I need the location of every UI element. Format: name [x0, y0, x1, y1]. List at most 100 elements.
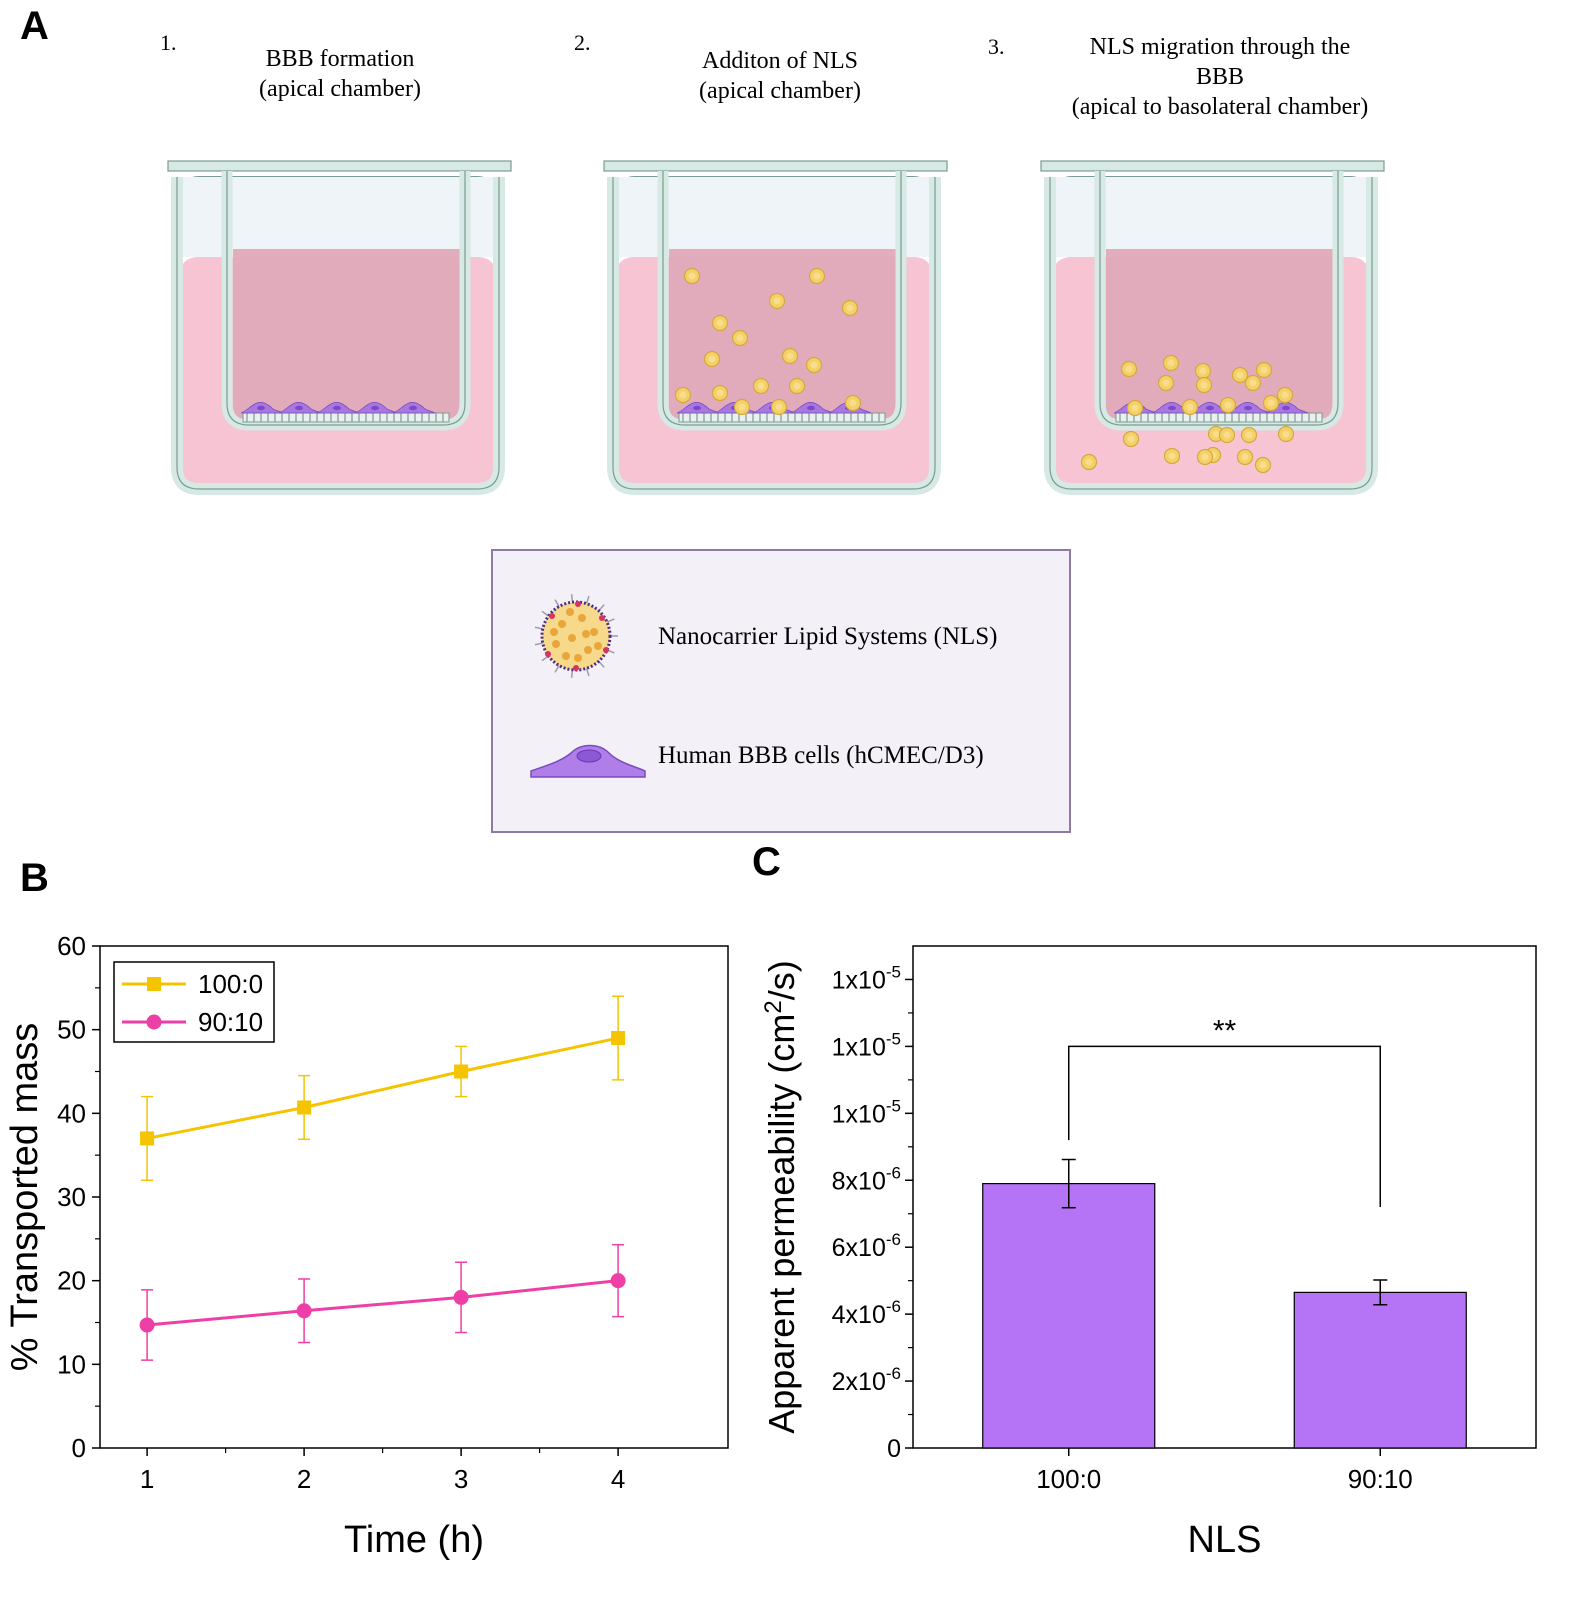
outer-well-outline: [1049, 177, 1373, 490]
x-tick-label: 2: [297, 1464, 311, 1494]
lipid-droplet: [550, 628, 558, 636]
legend-swatch-marker: [147, 977, 161, 991]
y-tick-label: 20: [57, 1266, 86, 1296]
bbb-cell-nucleus: [257, 405, 265, 411]
step-2-number: 2.: [574, 30, 591, 55]
surface-ligand: [575, 601, 581, 607]
nls-particle-core: [1224, 401, 1232, 409]
nls-particle-core: [738, 403, 746, 411]
step-3-line-1: NLS migration through the: [1089, 34, 1351, 60]
lipid-droplet: [578, 614, 586, 622]
nls-particle-core: [708, 355, 716, 363]
y-tick-label: 4x10-6: [832, 1297, 901, 1329]
nls-particle-core: [1259, 461, 1267, 469]
well-rim: [603, 160, 948, 172]
peg-chain: [534, 642, 543, 646]
series-b: [139, 1243, 626, 1361]
legend-frame: [113, 961, 275, 1043]
membrane-strip: [1115, 412, 1323, 423]
y-tick-label: 10: [57, 1349, 86, 1379]
peg-chain: [606, 618, 615, 623]
porous-membrane: [678, 412, 886, 423]
porous-membrane: [242, 412, 450, 423]
lipid-droplet: [568, 634, 576, 642]
lipid-droplet: [558, 620, 566, 628]
data-point: [610, 1273, 626, 1289]
y-tick-label: 1x10-5: [832, 962, 901, 994]
nls-particle-core: [716, 389, 724, 397]
insert-outline: [662, 171, 902, 426]
x-axis-label: Time (h): [344, 1519, 484, 1561]
y-axis-label: % Transported mass: [4, 1023, 46, 1371]
bbb-cell-nucleus: [333, 405, 341, 411]
step-2-line-1: Additon of NLS: [702, 48, 858, 74]
bbb-cell-icon: [530, 744, 646, 778]
insert-outline: [226, 171, 466, 426]
data-point: [297, 1100, 312, 1115]
lipid-droplet: [594, 642, 602, 650]
bbb-cell-nucleus: [1282, 405, 1290, 411]
bbb-cell-nucleus: [807, 405, 815, 411]
nls-particle-core: [1282, 430, 1290, 438]
step-3-line-2: BBB: [1195, 64, 1245, 90]
y-tick-label: 1x10-5: [832, 1029, 901, 1061]
legend-cells-label: Human BBB cells (hCMEC/D3): [658, 742, 984, 769]
step-3-title: NLS migration through the BBB (apical to…: [1030, 32, 1410, 122]
nls-particle-core: [846, 304, 854, 312]
y-tick-label: 8x10-6: [832, 1163, 901, 1195]
nls-particle-core: [736, 334, 744, 342]
well-rim: [167, 160, 512, 172]
step-1-line-2: (apical chamber): [259, 76, 421, 102]
lipid-droplet: [574, 654, 582, 662]
chart-legend: 100:0 90:10: [113, 961, 275, 1043]
insert-outline: [1099, 171, 1339, 426]
nls-particle-core: [1168, 452, 1176, 460]
y-tick-label: 40: [57, 1098, 86, 1128]
nls-particle-core: [1245, 431, 1253, 439]
nls-particle-core: [1085, 458, 1093, 466]
step-2-line-2: (apical chamber): [699, 78, 861, 104]
nls-particle-core: [1236, 371, 1244, 379]
peg-chain: [554, 665, 560, 673]
x-tick-label: 1: [140, 1464, 154, 1494]
series-line: [146, 1036, 619, 1140]
porous-membrane: [1115, 412, 1323, 423]
lipid-droplet: [562, 652, 570, 660]
apical-medium: [669, 249, 897, 421]
y-tick-label: 6x10-6: [832, 1230, 901, 1262]
nls-particle-core: [688, 272, 696, 280]
nls-particle-core: [813, 272, 821, 280]
y-tick-label: 0: [887, 1435, 901, 1463]
nls-particle-core: [1223, 431, 1231, 439]
transwell-illustrations: [167, 160, 1385, 495]
data-point: [140, 1131, 155, 1146]
bar: [982, 1183, 1156, 1449]
y-tick-label: 0: [72, 1433, 86, 1463]
y-tick-label: 50: [57, 1015, 86, 1045]
panel-b-letter: B: [20, 856, 49, 900]
lipid-droplet: [566, 608, 574, 616]
nls-particle-core: [1127, 435, 1135, 443]
lipid-droplet: [582, 630, 590, 638]
nls-particle-core: [1241, 453, 1249, 461]
y-tick-label: 30: [57, 1182, 86, 1212]
nls-particle-core: [773, 297, 781, 305]
membrane-strip: [242, 412, 450, 423]
nls-particle-core: [793, 382, 801, 390]
peg-chain: [585, 668, 590, 677]
nls-particle-core: [849, 399, 857, 407]
transwell-step-1: [167, 160, 512, 495]
nls-particle-core: [1125, 365, 1133, 373]
nls-particle-core: [1212, 430, 1220, 438]
nls-particle-core: [1281, 391, 1289, 399]
plot-frame: [912, 945, 1537, 1449]
nls-particle-core: [1186, 403, 1194, 411]
bracket-line: [1068, 1045, 1381, 1208]
illustration-legend: Nanocarrier Lipid Systems (NLS) Human BB…: [491, 549, 1071, 833]
legend-label: 100:0: [198, 969, 263, 999]
series-line: [146, 1279, 619, 1327]
apical-medium: [1106, 249, 1334, 421]
panel-a-letter: A: [20, 4, 49, 48]
transported-mass-line-chart: 0 10 20 30 40 50 60 1 2 3 4 Time (h) % Transported m…: [4, 931, 729, 1561]
data-point: [296, 1303, 312, 1319]
